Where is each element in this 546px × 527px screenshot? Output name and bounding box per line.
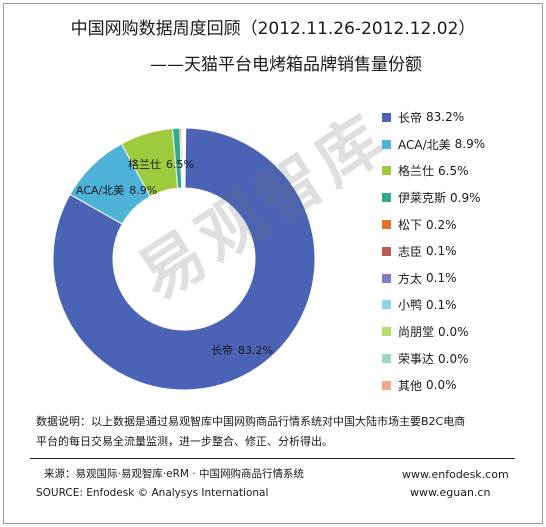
- legend-swatch: [382, 327, 391, 337]
- legend-item: 荣事达 0.0%: [382, 345, 532, 372]
- url-eguan: www.eguan.cn: [410, 486, 491, 499]
- legend-swatch: [382, 380, 391, 390]
- slice-label-changdi: 长帝 83.2%: [211, 344, 273, 357]
- legend-item: 志臣 0.1%: [382, 238, 532, 265]
- legend-swatch: [382, 300, 391, 310]
- legend-label: 小鸭: [398, 298, 423, 313]
- legend-value: 0.0%: [438, 351, 469, 366]
- divider: [30, 458, 515, 459]
- legend-swatch: [382, 220, 391, 230]
- legend-item: 小鸭 0.1%: [382, 292, 532, 319]
- slice-label-galanz: 格兰仕 6.5%: [128, 158, 194, 171]
- legend-swatch: [382, 246, 391, 256]
- legend-item: 尚朋堂 0.0%: [382, 318, 532, 345]
- legend-item: 方太 0.1%: [382, 265, 532, 292]
- donut-slice: [184, 127, 187, 189]
- legend-item: 松下 0.2%: [382, 211, 532, 238]
- legend-item: ACA/北美 8.9%: [382, 131, 532, 158]
- legend-value: 0.2%: [426, 217, 457, 232]
- legend-label: 尚朋堂: [398, 325, 435, 340]
- legend-swatch: [382, 112, 391, 122]
- legend-swatch: [382, 139, 391, 149]
- legend-item: 其他 0.0%: [382, 372, 532, 399]
- legend-label: 松下: [398, 218, 423, 233]
- legend-value: 0.0%: [438, 324, 469, 339]
- legend-label: ACA/北美: [398, 137, 451, 152]
- legend-label: 伊莱克斯: [398, 191, 447, 206]
- legend-swatch: [382, 273, 391, 283]
- legend-swatch: [382, 166, 391, 176]
- legend-value: 0.1%: [426, 244, 457, 259]
- chart-title: 中国网购数据周度回顾（2012.11.26-2012.12.02）: [70, 19, 476, 39]
- legend-label: 长帝: [398, 110, 423, 125]
- source-line-en: SOURCE: Enfodesk © Analysys Internationa…: [36, 487, 269, 499]
- legend-label: 荣事达: [398, 352, 435, 367]
- slice-label-aca: ACA/北美 8.9%: [76, 184, 158, 197]
- legend-value: 83.2%: [426, 110, 465, 125]
- chart-subtitle: ——天猫平台电烤箱品牌销售量份额: [150, 55, 422, 75]
- legend-value: 8.9%: [454, 137, 486, 152]
- legend-label: 方太: [398, 271, 423, 286]
- data-note-line2: 平台的每日交易全流量监测，进一步整合、修正、分析得出。: [36, 435, 333, 448]
- legend-label: 志臣: [398, 244, 423, 259]
- donut-slice: [52, 127, 316, 391]
- chart-legend: 长帝 83.2% ACA/北美 8.9% 格兰仕 6.5% 伊莱克斯 0.9% 松下 0.2% 志臣…: [382, 104, 532, 399]
- legend-value: 6.5%: [438, 163, 469, 178]
- legend-value: 0.9%: [450, 190, 481, 205]
- legend-swatch: [382, 354, 391, 364]
- data-note: 数据说明：以上数据是通过易观智库中国网购商品行情系统对中国大陆市场主要B2C电商…: [36, 412, 526, 452]
- legend-value: 0.0%: [426, 378, 457, 393]
- data-note-line1: 数据说明：以上数据是通过易观智库中国网购商品行情系统对中国大陆市场主要B2C电商: [36, 415, 466, 428]
- legend-label: 格兰仕: [398, 164, 435, 179]
- legend-item: 伊莱克斯 0.9%: [382, 184, 532, 211]
- legend-value: 0.1%: [426, 297, 457, 312]
- source-line-cn: 来源：易观国际·易观智库·eRM · 中国网购商品行情系统: [44, 468, 305, 480]
- legend-item: 长帝 83.2%: [382, 104, 532, 131]
- legend-label: 其他: [398, 378, 423, 393]
- url-enfodesk: www.enfodesk.com: [402, 468, 509, 481]
- legend-swatch: [382, 193, 391, 203]
- legend-value: 0.1%: [426, 271, 457, 286]
- legend-item: 格兰仕 6.5%: [382, 158, 532, 185]
